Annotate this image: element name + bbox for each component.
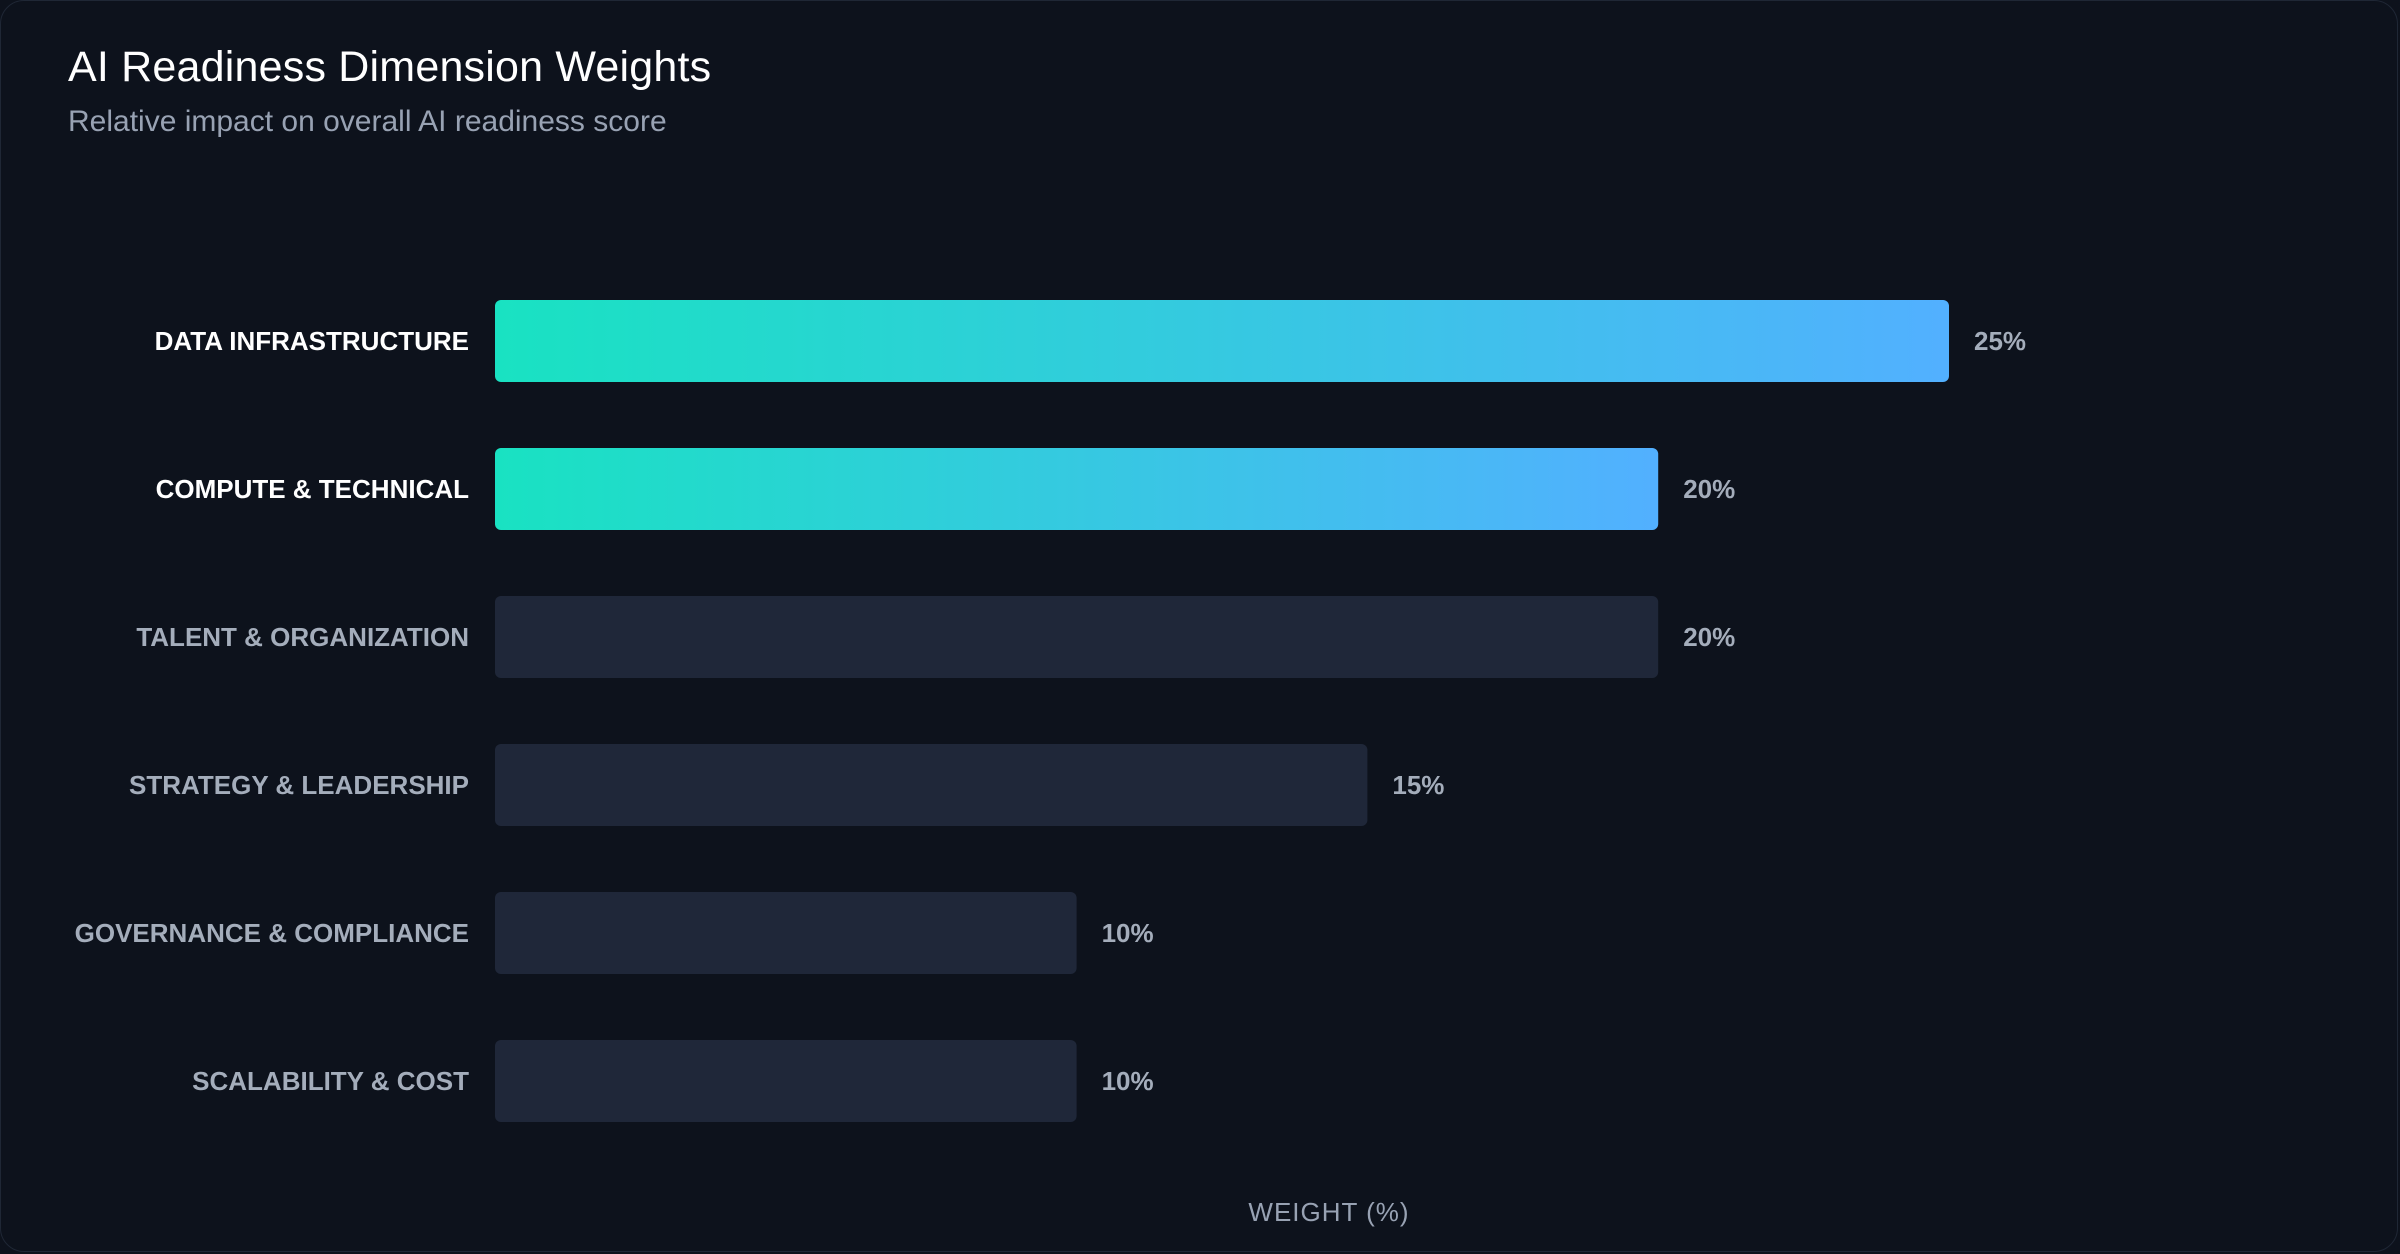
category-label: SCALABILITY & COST (192, 1066, 469, 1096)
value-label: 20% (1683, 622, 1735, 652)
chart-subtitle: Relative impact on overall AI readiness … (68, 105, 667, 138)
bar[interactable] (495, 744, 1368, 826)
value-label: 25% (1974, 326, 2026, 356)
value-label: 10% (1102, 918, 1154, 948)
value-label: 15% (1392, 770, 1444, 800)
category-label: STRATEGY & LEADERSHIP (129, 770, 469, 800)
category-label: TALENT & ORGANIZATION (136, 622, 469, 652)
bar[interactable] (495, 892, 1077, 974)
x-axis-label: WEIGHT (%) (1248, 1197, 1409, 1227)
category-label: GOVERNANCE & COMPLIANCE (75, 918, 469, 948)
value-label: 20% (1683, 474, 1735, 504)
bar[interactable] (495, 596, 1659, 678)
value-label: 10% (1102, 1066, 1154, 1096)
chart-title: AI Readiness Dimension Weights (68, 43, 712, 91)
bar[interactable] (495, 1040, 1077, 1122)
bar[interactable] (495, 300, 1949, 382)
category-label: DATA INFRASTRUCTURE (155, 326, 469, 356)
category-label: COMPUTE & TECHNICAL (156, 474, 470, 504)
bars-group: DATA INFRASTRUCTURE 25% COMPUTE & TECHNICA… (75, 300, 2026, 1122)
bar[interactable] (495, 448, 1659, 530)
